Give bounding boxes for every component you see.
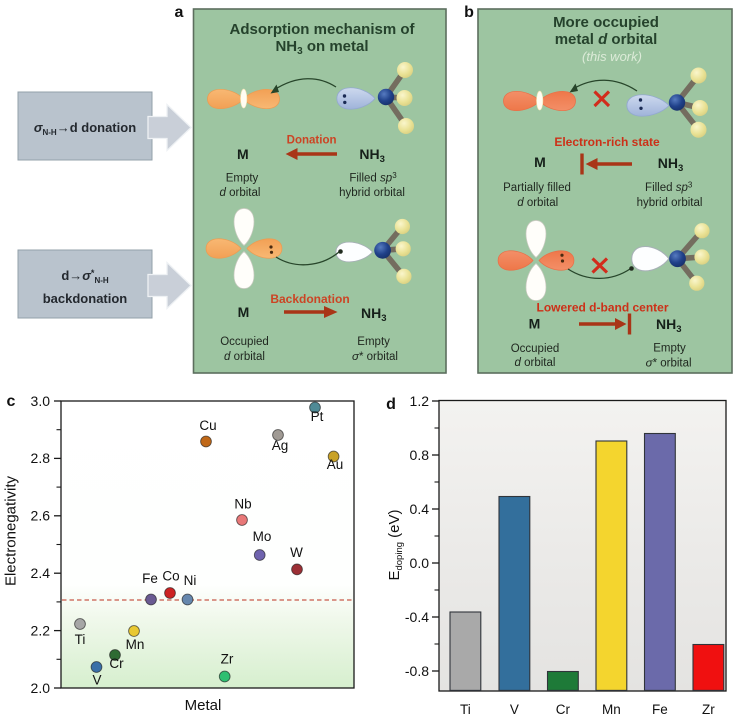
- svg-text:W: W: [290, 545, 303, 560]
- svg-text:M: M: [237, 146, 249, 162]
- svg-text:M: M: [534, 154, 546, 170]
- svg-text:Mn: Mn: [602, 702, 621, 717]
- svg-text:d orbital: d orbital: [515, 357, 556, 369]
- svg-text:V: V: [92, 673, 101, 688]
- svg-text:σN-H→d donation: σN-H→d donation: [34, 120, 136, 137]
- svg-text:Metal: Metal: [185, 697, 222, 714]
- svg-text:More occupied: More occupied: [553, 14, 659, 31]
- svg-text:Adsorption mechanism of: Adsorption mechanism of: [229, 21, 415, 38]
- svg-text:hybrid orbital: hybrid orbital: [637, 197, 703, 209]
- svg-text:c: c: [7, 393, 16, 410]
- svg-text:NH3 on metal: NH3 on metal: [275, 38, 368, 57]
- svg-text:Ag: Ag: [272, 438, 289, 453]
- svg-text:2.6: 2.6: [31, 508, 51, 524]
- svg-text:Empty: Empty: [357, 336, 390, 348]
- svg-text:Occupied: Occupied: [511, 343, 560, 355]
- svg-text:M: M: [238, 304, 250, 320]
- svg-text:Donation: Donation: [287, 135, 337, 147]
- svg-text:Filled sp3: Filled sp3: [645, 181, 693, 195]
- svg-text:Pt: Pt: [311, 409, 324, 424]
- svg-text:2.0: 2.0: [31, 680, 51, 696]
- svg-text:backdonation: backdonation: [43, 291, 128, 306]
- svg-text:NH3: NH3: [359, 146, 385, 165]
- svg-text:2.8: 2.8: [31, 450, 51, 466]
- svg-text:Electron-rich state: Electron-rich state: [554, 135, 660, 149]
- svg-text:d: d: [386, 396, 396, 413]
- svg-text:-0.8: -0.8: [405, 663, 429, 679]
- svg-text:Cu: Cu: [199, 418, 216, 433]
- svg-text:Mn: Mn: [126, 637, 145, 652]
- svg-text:Fe: Fe: [652, 702, 668, 717]
- svg-text:d orbital: d orbital: [220, 187, 261, 199]
- svg-text:0.0: 0.0: [410, 555, 430, 571]
- svg-text:Cr: Cr: [556, 702, 571, 717]
- svg-text:2.2: 2.2: [31, 622, 51, 638]
- svg-text:Ti: Ti: [460, 702, 471, 717]
- svg-text:d→σ*N-H: d→σ*N-H: [61, 268, 109, 285]
- svg-text:a: a: [175, 4, 184, 21]
- svg-text:Cr: Cr: [109, 656, 124, 671]
- svg-text:NH3: NH3: [658, 155, 684, 174]
- svg-text:Zr: Zr: [702, 702, 715, 717]
- svg-text:b: b: [464, 4, 474, 21]
- svg-text:Ni: Ni: [184, 573, 197, 588]
- svg-text:Occupied: Occupied: [220, 336, 269, 348]
- svg-text:σ* orbital: σ* orbital: [352, 351, 398, 363]
- svg-text:σ* orbital: σ* orbital: [646, 358, 692, 370]
- svg-text:d orbital: d orbital: [224, 351, 265, 363]
- svg-text:Electronegativity: Electronegativity: [3, 475, 20, 586]
- svg-text:2.4: 2.4: [31, 565, 51, 581]
- svg-text:V: V: [510, 702, 519, 717]
- svg-text:hybrid orbital: hybrid orbital: [339, 187, 405, 199]
- svg-text:M: M: [529, 316, 541, 332]
- svg-text:Nb: Nb: [234, 497, 251, 512]
- svg-text:3.0: 3.0: [31, 393, 51, 409]
- svg-text:NH3: NH3: [361, 305, 387, 324]
- svg-text:NH3: NH3: [656, 316, 682, 335]
- svg-text:Filled sp3: Filled sp3: [349, 171, 397, 185]
- svg-text:Co: Co: [162, 569, 179, 584]
- svg-text:0.4: 0.4: [410, 501, 430, 517]
- svg-text:Partially filled: Partially filled: [503, 182, 571, 194]
- svg-text:0.8: 0.8: [410, 447, 430, 463]
- svg-text:Mo: Mo: [253, 529, 272, 544]
- svg-text:Au: Au: [327, 457, 344, 472]
- svg-text:Zr: Zr: [221, 652, 234, 667]
- svg-text:-0.4: -0.4: [405, 609, 429, 625]
- svg-text:Empty: Empty: [653, 343, 686, 355]
- svg-text:(this work): (this work): [582, 49, 642, 64]
- svg-text:Empty: Empty: [226, 173, 259, 185]
- svg-text:Fe: Fe: [142, 571, 158, 586]
- svg-text:Ti: Ti: [75, 632, 86, 647]
- svg-text:1.2: 1.2: [410, 393, 430, 409]
- svg-text:metal d orbital: metal d orbital: [555, 31, 658, 48]
- svg-text:d orbital: d orbital: [517, 197, 558, 209]
- svg-text:Lowered d-band center: Lowered d-band center: [536, 301, 668, 315]
- svg-text:Backdonation: Backdonation: [270, 292, 349, 306]
